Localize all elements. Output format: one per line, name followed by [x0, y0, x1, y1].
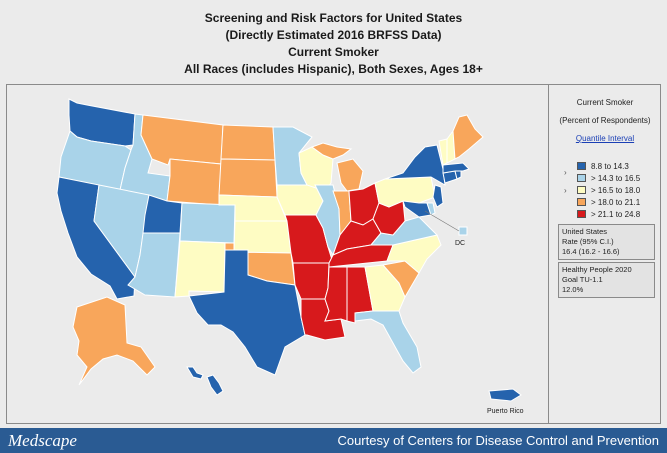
state-hawaii[interactable]: [206, 374, 224, 396]
dc-swatch[interactable]: [458, 226, 468, 236]
quantile-interval-link[interactable]: Quantile Interval: [575, 134, 635, 143]
medscape-logo[interactable]: Medscape: [8, 431, 77, 450]
legend-swatch-2: [577, 174, 586, 182]
legend-bin-label-5: > 21.1 to 24.8: [591, 209, 641, 219]
state-michigan[interactable]: [336, 158, 364, 192]
us-rate-line-1: United States: [562, 227, 608, 236]
state-delaware[interactable]: [426, 202, 436, 216]
legend-bin-label-2: > 14.3 to 16.5: [591, 173, 641, 183]
state-south-dakota[interactable]: [218, 158, 278, 198]
legend-bin-label-4: > 18.0 to 21.1: [591, 197, 641, 207]
legend-bin-label-1: 8.8 to 14.3: [591, 161, 629, 171]
title-line-4: All Races (includes Hispanic), Both Sexe…: [184, 62, 483, 76]
legend-bin-4: > 18.0 to 21.1: [577, 196, 640, 208]
state-massachusetts[interactable]: [442, 162, 470, 174]
state-colorado[interactable]: [179, 202, 236, 244]
puerto-rico-label: Puerto Rico: [487, 408, 524, 415]
hp-line-2: Goal TU-1.1: [562, 275, 603, 284]
puerto-rico[interactable]: [488, 388, 522, 402]
legend-bin-2: > 14.3 to 16.5: [577, 172, 640, 184]
chart-title-block: Screening and Risk Factors for United St…: [0, 10, 667, 78]
state-mississippi[interactable]: [324, 266, 348, 322]
us-rate-line-3: 16.4 (16.2 - 16.6): [562, 247, 620, 256]
state-wyoming[interactable]: [166, 158, 222, 206]
state-new-york[interactable]: [384, 144, 446, 186]
state-north-dakota[interactable]: [220, 124, 276, 161]
state-kansas[interactable]: [233, 220, 292, 254]
state-texas[interactable]: [188, 249, 306, 376]
legend-bin-5: > 21.1 to 24.8: [577, 208, 640, 220]
legend-bins: 8.8 to 14.3 > 14.3 to 16.5 > 16.5 to 18.…: [577, 160, 640, 220]
footer-credit: Courtesy of Centers for Disease Control …: [337, 433, 659, 448]
state-new-mexico[interactable]: [174, 240, 226, 298]
legend-subtitle: (Percent of Respondents): [559, 116, 651, 125]
title-line-3: Current Smoker: [288, 45, 379, 59]
state-michigan-up[interactable]: [310, 142, 353, 160]
legend-bin-1: 8.8 to 14.3: [577, 160, 640, 172]
footer-bar: Medscape Courtesy of Centers for Disease…: [0, 428, 667, 453]
state-alaska[interactable]: [72, 296, 156, 386]
us-rate-line-2: Rate (95% C.I.): [562, 237, 614, 246]
legend-bin-label-3: > 16.5 to 18.0: [591, 185, 641, 195]
state-iowa[interactable]: [276, 184, 324, 216]
state-new-jersey[interactable]: [432, 184, 444, 208]
legend-swatch-4: [577, 198, 586, 206]
dc-leader-line: [424, 210, 460, 232]
hp-line-3: 12.0%: [562, 285, 584, 294]
title-line-2: (Directly Estimated 2016 BRFSS Data): [225, 28, 442, 42]
state-arkansas[interactable]: [292, 262, 330, 300]
dc-label: DC: [455, 240, 465, 247]
us-map: DC Puerto Rico: [56, 98, 524, 415]
state-south-carolina[interactable]: [382, 260, 420, 299]
legend-panel: Current Smoker (Percent of Respondents) …: [548, 84, 661, 424]
legend-bin-3: > 16.5 to 18.0: [577, 184, 640, 196]
hp-line-1: Healthy People 2020: [562, 265, 632, 274]
us-rate-box: United States Rate (95% C.I.) 16.4 (16.2…: [558, 224, 655, 260]
title-line-1: Screening and Risk Factors for United St…: [204, 11, 463, 25]
legend-title: Current Smoker: [576, 98, 634, 107]
legend-swatch-1: [577, 162, 586, 170]
state-arizona[interactable]: [127, 232, 181, 298]
legend-swatch-5: [577, 210, 586, 218]
state-hawaii-islands[interactable]: [186, 366, 204, 380]
healthy-people-box: Healthy People 2020 Goal TU-1.1 12.0%: [558, 262, 655, 298]
state-maine[interactable]: [452, 114, 484, 160]
state-montana[interactable]: [140, 114, 224, 166]
legend-bracket-icon: › ›: [564, 168, 567, 195]
state-florida[interactable]: [354, 310, 422, 374]
legend-swatch-3: [577, 186, 586, 194]
